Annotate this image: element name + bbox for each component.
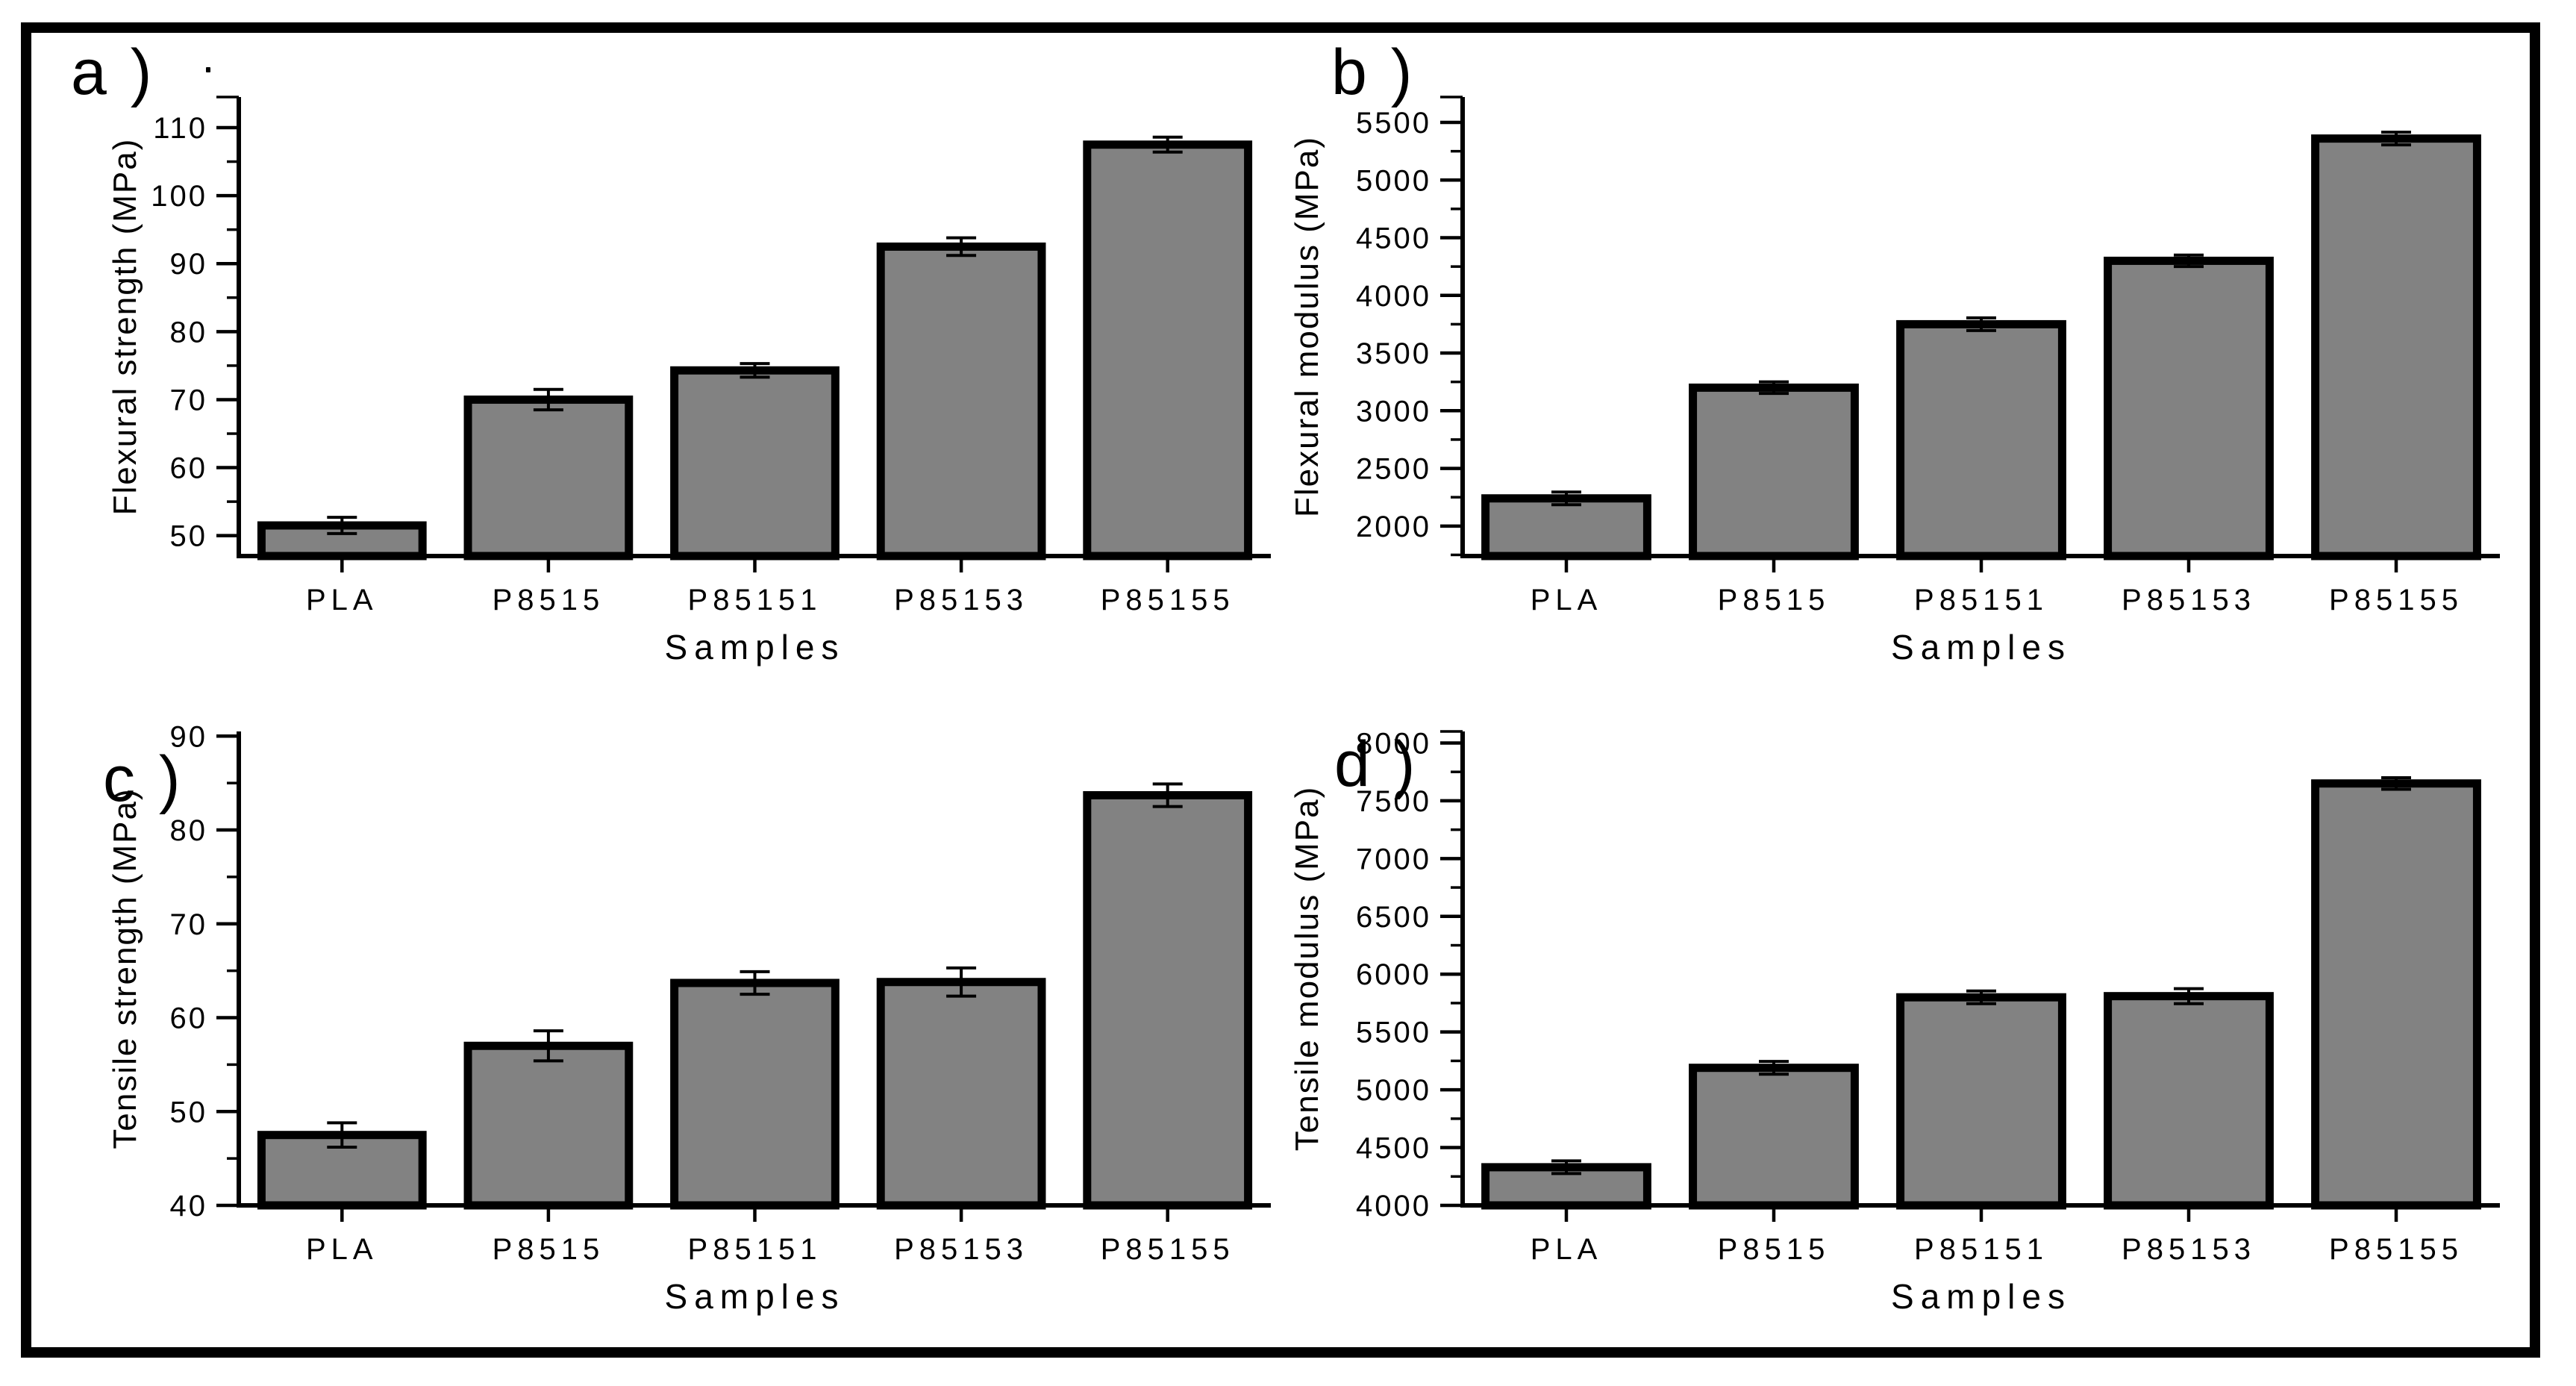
bar-p85155	[2311, 779, 2481, 1210]
x-category-label: P85155	[1101, 1233, 1235, 1266]
chart-d-tensile-modulus: 4000 4500 5000 5500 6000 6500 7000 7500 8000 PLA P…	[1289, 727, 2500, 1316]
panel-label-c: c )	[103, 743, 184, 815]
y-tick-label: 60	[170, 452, 208, 485]
bar-p85151	[1896, 319, 2066, 561]
x-category-label: P8515	[1718, 584, 1831, 616]
y-tick-label: 4000	[1356, 280, 1431, 313]
x-category-label: P85155	[2329, 584, 2463, 616]
bar-p85153	[2104, 992, 2274, 1210]
y-tick-label: 50	[170, 1096, 208, 1129]
x-category-label: P85153	[2122, 584, 2256, 616]
y-axis-title: Flexural strength (MPa)	[107, 138, 143, 516]
stray-mark	[206, 67, 210, 72]
x-category-label: P85153	[894, 584, 1028, 616]
chart-b-flexural-modulus: 2000 2500 3000 3500 4000 4500 5000 5500 PLA P8515…	[1289, 96, 2500, 667]
panel-label-b: b )	[1331, 37, 1416, 108]
y-tick-label: 40	[170, 1190, 208, 1223]
bar-p85153	[876, 242, 1046, 561]
y-tick-label: 4500	[1356, 1132, 1431, 1165]
y-tick-label: 90	[170, 248, 208, 281]
y-tick-label: 90	[170, 720, 208, 753]
x-axis-title: Samples	[1891, 1277, 2072, 1316]
y-axis-title: Flexural modulus (MPa)	[1289, 136, 1325, 517]
panel-label-a: a )	[71, 37, 155, 108]
bar-p85155	[2311, 134, 2481, 561]
x-category-label: P8515	[1718, 1233, 1831, 1266]
y-tick-label: 5000	[1356, 1074, 1431, 1107]
x-category-label: P85151	[688, 584, 822, 616]
x-category-label: P85155	[1101, 584, 1235, 616]
bar-p8515	[463, 1041, 634, 1210]
y-tick-label: 5000	[1356, 164, 1431, 197]
y-tick-label: 5500	[1356, 107, 1431, 140]
panel-label-d: d )	[1334, 728, 1419, 800]
bar-p85155	[1083, 791, 1253, 1210]
x-category-label: P85151	[688, 1233, 822, 1266]
bar-p85151	[670, 978, 840, 1210]
y-tick-label: 2000	[1356, 511, 1431, 543]
y-tick-label: 3000	[1356, 395, 1431, 428]
bar-p85153	[2104, 256, 2274, 561]
chart-a-flexural-strength: 50 60 70 80 90 100 110 PLA P8515 P85151 P85153 P851…	[107, 96, 1271, 667]
x-axis-title: Samples	[665, 1277, 845, 1316]
y-tick-label: 4000	[1356, 1190, 1431, 1223]
y-tick-label: 2500	[1356, 453, 1431, 486]
bar-p85151	[670, 366, 840, 561]
y-axis-title: Tensile strength (MPa)	[107, 787, 143, 1149]
x-category-label: P85151	[1914, 1233, 2048, 1266]
x-category-label: PLA	[1531, 1233, 1603, 1266]
x-category-label: PLA	[1531, 584, 1603, 616]
y-tick-label: 3500	[1356, 337, 1431, 370]
y-tick-label: 80	[170, 316, 208, 349]
bar-p8515	[463, 395, 634, 561]
y-axis-title: Tensile modulus (MPa)	[1289, 786, 1325, 1152]
x-category-label: P85153	[894, 1233, 1028, 1266]
y-tick-label: 80	[170, 814, 208, 847]
y-tick-label: 100	[151, 180, 207, 213]
y-tick-label: 50	[170, 520, 208, 553]
x-category-label: P8515	[493, 1233, 605, 1266]
y-tick-label: 4500	[1356, 222, 1431, 255]
y-tick-label: 8000	[1356, 727, 1431, 760]
y-tick-label: 6500	[1356, 901, 1431, 934]
x-category-label: P85151	[1914, 584, 2048, 616]
chart-c-tensile-strength: 40 50 60 70 80 90 PLA P8515 P85151 P85153 P85155 Sa…	[107, 720, 1271, 1316]
x-axis-title: Samples	[1891, 628, 2072, 667]
y-tick-label: 6000	[1356, 958, 1431, 991]
x-category-label: PLA	[306, 584, 378, 616]
y-tick-label: 70	[170, 384, 208, 416]
x-axis-title: Samples	[665, 628, 845, 667]
y-tick-label: 110	[153, 112, 207, 145]
bar-p85153	[876, 978, 1046, 1210]
bar-p85151	[1896, 993, 2066, 1210]
y-tick-label: 7500	[1356, 785, 1431, 818]
bar-p8515	[1689, 1064, 1859, 1210]
x-category-label: PLA	[306, 1233, 378, 1266]
x-category-label: P85153	[2122, 1233, 2256, 1266]
bar-pla	[1481, 494, 1651, 561]
y-tick-label: 5500	[1356, 1017, 1431, 1049]
y-tick-label: 70	[170, 908, 208, 941]
x-category-label: P85155	[2329, 1233, 2463, 1266]
y-tick-label: 7000	[1356, 843, 1431, 875]
x-category-label: P8515	[493, 584, 605, 616]
y-tick-label: 60	[170, 1002, 208, 1035]
bar-p85155	[1083, 140, 1253, 561]
bar-p8515	[1689, 383, 1859, 561]
